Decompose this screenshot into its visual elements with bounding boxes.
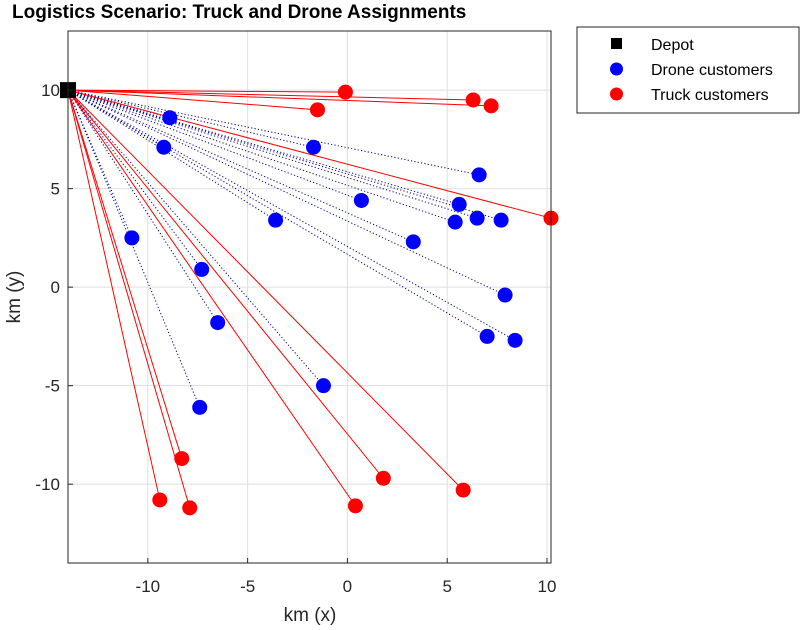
truck-route [67, 89, 464, 491]
drone-route [67, 89, 516, 341]
drone-customer-point [210, 315, 226, 331]
truck-route [67, 89, 318, 111]
drone-customer-point [192, 399, 208, 415]
drone-customer-point [497, 287, 513, 303]
truck-customer-point [455, 482, 471, 498]
truck-route [67, 89, 183, 459]
drone-customer-point [493, 212, 509, 228]
truck-route [67, 89, 492, 107]
legend: Depot Drone customers Truck customers [576, 26, 800, 114]
truck-route [67, 89, 356, 507]
y-tick-label: 0 [51, 278, 60, 297]
x-tick-label: 0 [343, 577, 352, 596]
drone-customer-point [156, 139, 172, 155]
legend-drone-marker [610, 62, 623, 76]
drone-customer-point [479, 328, 495, 344]
truck-customer-point [347, 498, 363, 514]
y-tick-label: -10 [35, 475, 60, 494]
truck-customer-point [309, 102, 325, 118]
drone-customer-point [162, 110, 178, 126]
drone-route [67, 89, 324, 386]
truck-route [67, 89, 346, 93]
ticks: -10 -5 0 5 10 -10 -5 0 5 10 [35, 81, 556, 596]
drone-customer-point [315, 378, 331, 394]
y-axis-label: km (y) [4, 271, 25, 324]
drone-route [67, 89, 478, 219]
x-tick-label: -10 [136, 577, 161, 596]
y-tick-label: 10 [41, 81, 60, 100]
truck-customer-point [465, 92, 481, 108]
drone-customer-point [451, 196, 467, 212]
drone-route [67, 89, 506, 296]
truck-customer-point [375, 470, 391, 486]
truck-customer-point [152, 492, 168, 508]
truck-route [67, 89, 474, 101]
truck-route [67, 89, 384, 479]
legend-depot-label: Depot [651, 37, 694, 54]
legend-depot-marker [611, 38, 622, 49]
truck-customer-point [337, 84, 353, 100]
legend-truck-label: Truck customers [651, 87, 769, 104]
markers [60, 82, 559, 516]
x-tick-label: -5 [240, 577, 255, 596]
drone-customer-point [405, 234, 421, 250]
plot-frame [67, 30, 552, 564]
legend-truck-marker [610, 87, 623, 101]
truck-route [67, 89, 552, 219]
drone-customer-point [507, 332, 523, 348]
legend-drone-label: Drone customers [651, 62, 773, 79]
axes [67, 30, 552, 564]
y-tick-label: -5 [45, 377, 60, 396]
truck-customer-point [182, 500, 198, 516]
truck-customer-point [483, 98, 499, 114]
drone-customer-point [124, 230, 140, 246]
truck-route [67, 89, 191, 508]
drone-customer-point [353, 192, 369, 208]
x-tick-label: 5 [442, 577, 451, 596]
drone-route [67, 89, 276, 221]
drone-route [67, 89, 314, 148]
drone-customer-point [268, 212, 284, 228]
drone-route [67, 89, 488, 337]
routes [67, 89, 552, 508]
drone-customer-point [305, 139, 321, 155]
drone-customer-point [194, 261, 210, 277]
truck-route [67, 90, 161, 501]
drone-customer-point [469, 210, 485, 226]
drone-customer-point [447, 214, 463, 230]
chart-title: Logistics Scenario: Truck and Drone Assi… [12, 2, 466, 23]
drone-route [67, 89, 165, 148]
drone-route [67, 89, 456, 223]
drone-route [67, 89, 362, 201]
drone-route [67, 89, 201, 408]
plot-area [68, 31, 551, 563]
drone-customer-point [471, 167, 487, 183]
truck-customer-point [174, 451, 190, 467]
drone-route [67, 89, 502, 221]
x-axis-label: km (x) [284, 605, 337, 626]
x-tick-label: 10 [538, 577, 557, 596]
y-tick-label: 5 [51, 180, 60, 199]
